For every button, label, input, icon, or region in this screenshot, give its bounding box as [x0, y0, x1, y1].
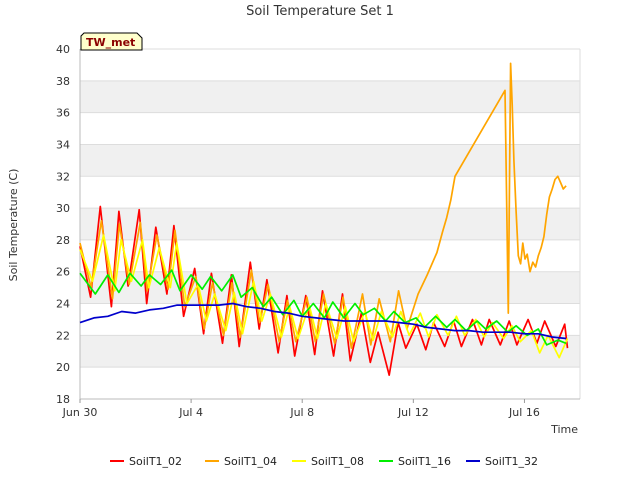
y-tick-label: 30 — [56, 202, 70, 215]
x-tick-label: Jul 12 — [397, 406, 429, 419]
series-line-SoilT1_32 — [79, 302, 567, 340]
legend: SoilT1_02 SoilT1_04 SoilT1_08 SoilT1_16 Soil… — [110, 455, 538, 468]
series-line-SoilT1_04 — [79, 62, 567, 349]
x-tick-label: Jun 30 — [62, 406, 98, 419]
y-tick-label: 28 — [56, 234, 70, 247]
y-tick-label: 22 — [56, 329, 70, 342]
legend-item-SoilT1_02: SoilT1_02 — [110, 455, 182, 468]
x-tick-label: Jul 16 — [508, 406, 540, 419]
site-badge: TW_met — [80, 32, 143, 51]
y-tick-label: 26 — [56, 266, 70, 279]
y-tick-label: 18 — [56, 393, 70, 406]
legend-label: SoilT1_16 — [398, 455, 451, 468]
y-tick-label: 32 — [56, 170, 70, 183]
series-line-SoilT1_16 — [79, 269, 567, 346]
x-tick-label: Jul 8 — [289, 406, 314, 419]
legend-label: SoilT1_08 — [311, 455, 364, 468]
y-tick-label: 38 — [56, 75, 70, 88]
site-badge-box — [80, 32, 143, 51]
y-tick-label: 34 — [56, 138, 70, 151]
y-tick-label: 36 — [56, 107, 70, 120]
y-axis-title: Soil Temperature (C) — [7, 169, 20, 282]
background-bands — [80, 49, 580, 399]
legend-label: SoilT1_32 — [485, 455, 538, 468]
chart-title: Soil Temperature Set 1 — [246, 4, 394, 19]
legend-item-SoilT1_32: SoilT1_32 — [466, 455, 538, 468]
grid-band — [80, 271, 580, 304]
gridlines — [79, 48, 581, 400]
grid-band — [80, 335, 580, 368]
y-tick-label: 24 — [56, 298, 70, 311]
x-tick-label: Jul 4 — [178, 406, 203, 419]
legend-label: SoilT1_02 — [129, 455, 182, 468]
y-tick-label: 20 — [56, 361, 70, 374]
legend-item-SoilT1_16: SoilT1_16 — [379, 455, 451, 468]
site-badge-text: TW_met — [86, 36, 135, 49]
y-axis-ticks: 18 20 22 24 26 28 30 32 34 36 38 40 — [56, 43, 70, 406]
x-axis-ticks: Jun 30 Jul 4 Jul 8 Jul 12 Jul 16 — [62, 399, 540, 419]
legend-label: SoilT1_04 — [224, 455, 277, 468]
legend-item-SoilT1_04: SoilT1_04 — [205, 455, 277, 468]
x-axis-title: Time — [550, 423, 578, 436]
legend-item-SoilT1_08: SoilT1_08 — [292, 455, 364, 468]
y-tick-label: 40 — [56, 43, 70, 56]
grid-band — [80, 208, 580, 240]
grid-band — [80, 80, 580, 113]
grid-band — [80, 144, 580, 177]
series-lines — [79, 62, 569, 376]
